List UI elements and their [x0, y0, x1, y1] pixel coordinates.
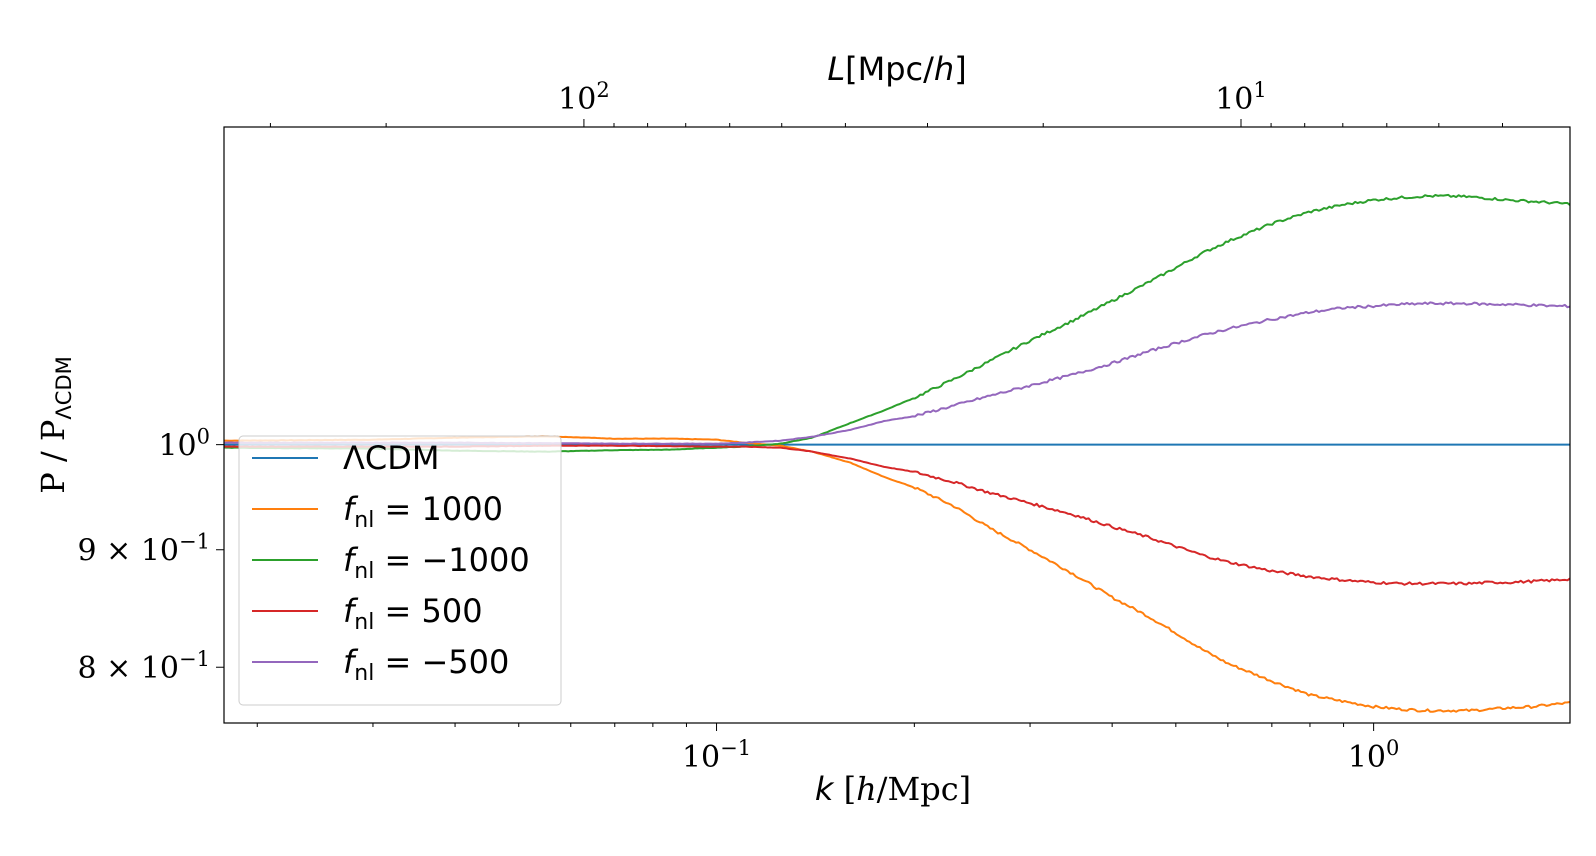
series-line-2 — [224, 193, 1570, 453]
x-tick-label: 10−1 — [682, 736, 751, 775]
y-axis-title: P / PΛCDM — [34, 356, 76, 494]
y-tick-label: 100 — [158, 425, 210, 464]
legend-entries: ΛCDM fnl = 1000 fnl = −1000 fnl = 500 fnl = … — [252, 439, 530, 686]
legend-frame — [238, 435, 562, 706]
top-tick-label: 101 — [1215, 78, 1267, 117]
plot-frame — [223, 126, 1571, 724]
labels-layer: 10−1 100 102 101 100 9 × 10−1 8 × 10−1 — [78, 78, 1400, 775]
legend-label-4: fnl = −500 — [343, 643, 509, 686]
top-axis-title: L[Mpc/h] — [827, 50, 966, 88]
legend-label-3: fnl = 500 — [343, 592, 483, 635]
y-tick-label: 9 × 10−1 — [78, 530, 210, 569]
series-line-4 — [224, 301, 1570, 445]
y-tick-label: 8 × 10−1 — [78, 647, 210, 686]
legend-label-2: fnl = −1000 — [343, 541, 530, 584]
ticks-layer — [216, 119, 1503, 731]
top-tick-label: 102 — [558, 78, 610, 117]
x-tick-label: 100 — [1348, 736, 1400, 775]
x-axis-title: k [h/Mpc] — [815, 770, 971, 808]
legend: ΛCDM fnl = 1000 fnl = −1000 fnl = 500 fnl = … — [238, 435, 562, 706]
legend-label-0: ΛCDM — [343, 439, 439, 477]
legend-label-1: fnl = 1000 — [343, 490, 503, 533]
